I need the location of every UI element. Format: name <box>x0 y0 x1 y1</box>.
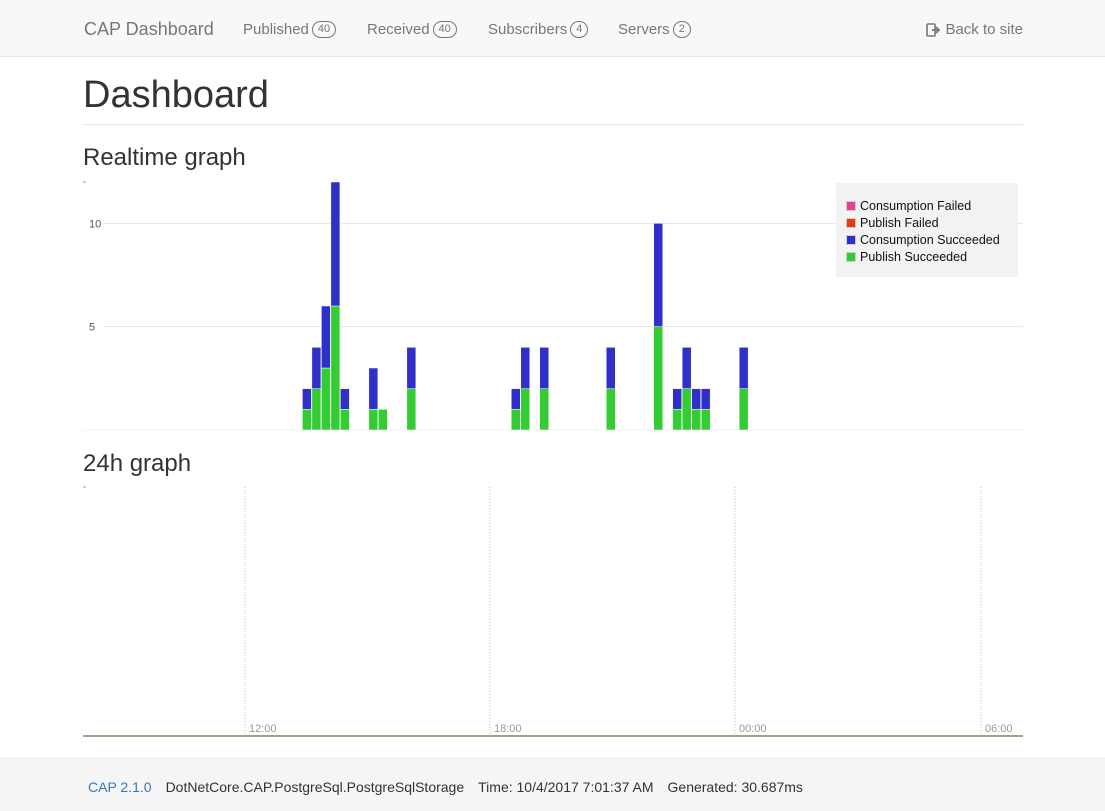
bar-segment <box>330 181 341 307</box>
count-badge: 40 <box>432 21 457 38</box>
bar-segment <box>539 388 550 431</box>
bar-segment <box>311 347 322 389</box>
storage-name: DotNetCore.CAP.PostgreSql.PostgreSqlStor… <box>165 779 465 795</box>
realtime-graph-title: Realtime graph <box>83 144 246 171</box>
realtime-chart-svg: 5 10 <box>83 181 1023 431</box>
sign-out-icon <box>926 22 941 37</box>
nav-item-received[interactable]: Received 40 <box>367 21 457 38</box>
legend-label: Consumption Succeeded <box>860 232 1000 247</box>
24h-chart-svg: 12:00 18:00 00:00 06:00 <box>83 486 1023 737</box>
bar-segment <box>302 388 312 410</box>
count-badge: 4 <box>570 21 589 38</box>
x-tick-label: 06:00 <box>985 723 1013 735</box>
bar-segment <box>520 388 531 431</box>
bar-segment <box>681 388 692 431</box>
nav-label: Servers <box>618 21 670 38</box>
title-divider <box>83 124 1023 125</box>
legend-swatch <box>846 234 856 245</box>
24h-graph-title: 24h graph <box>83 450 192 477</box>
bar-segment <box>378 409 388 431</box>
nav-label: Received <box>367 21 430 38</box>
realtime-chart: 5 10 Consumption Failed Publish Failed Co… <box>83 178 1023 433</box>
bar-segment <box>672 388 682 410</box>
legend-item: Consumption Failed <box>846 197 1008 214</box>
bar-segment <box>539 347 550 389</box>
bar-segment <box>368 409 379 431</box>
back-to-site-link[interactable]: Back to site <box>926 21 1023 38</box>
bar-segment <box>605 388 616 431</box>
legend-label: Consumption Failed <box>860 198 972 213</box>
y-tick-label: 10 <box>89 218 101 230</box>
x-tick-label: 00:00 <box>739 723 767 735</box>
bar-segment <box>653 223 663 327</box>
bar-segment <box>340 409 350 431</box>
bar-segment <box>691 409 701 431</box>
nav-item-subscribers[interactable]: Subscribers 4 <box>488 21 589 38</box>
x-tick-label: 18:00 <box>494 723 522 735</box>
legend-label: Publish Succeeded <box>860 249 968 264</box>
legend-swatch <box>846 200 856 211</box>
legend-label: Publish Failed <box>860 215 939 230</box>
count-badge: 40 <box>311 21 337 38</box>
bar-segment <box>311 388 322 431</box>
bar-segment <box>406 388 417 431</box>
nav-item-servers[interactable]: Servers 2 <box>618 21 691 38</box>
y-tick-label: 5 <box>89 322 95 334</box>
bar-segment <box>738 347 749 389</box>
bar-segment <box>321 305 331 369</box>
bar-segment <box>700 409 711 431</box>
bar-segment <box>368 367 379 410</box>
legend-item: Publish Succeeded <box>846 248 1008 265</box>
x-tick-label: 12:00 <box>249 723 277 735</box>
nav-label: Published <box>243 21 309 38</box>
legend-swatch <box>846 251 856 262</box>
version-link[interactable]: CAP 2.1.0 <box>88 779 152 795</box>
bar-segment <box>653 326 663 431</box>
back-label: Back to site <box>945 21 1023 38</box>
legend-item: Consumption Succeeded <box>846 231 1008 248</box>
legend-item: Publish Failed <box>846 214 1008 231</box>
24h-chart: 12:00 18:00 00:00 06:00 <box>83 484 1023 739</box>
bar-segment <box>406 347 417 389</box>
page-title: Dashboard <box>83 74 269 116</box>
chart-legend: Consumption Failed Publish Failed Consum… <box>836 183 1018 277</box>
bar-segment <box>302 409 312 431</box>
bar-segment <box>330 305 341 431</box>
server-time: Time: 10/4/2017 7:01:37 AM <box>478 779 654 795</box>
bar-segment <box>511 388 521 410</box>
bar-segment <box>691 388 701 410</box>
footer: CAP 2.1.0 DotNetCore.CAP.PostgreSql.Post… <box>0 757 1105 811</box>
legend-swatch <box>846 217 856 228</box>
bar-segment <box>681 347 692 389</box>
count-badge: 2 <box>672 21 691 38</box>
bar-segment <box>340 388 350 410</box>
top-navbar: CAP Dashboard Published 40 Received 40 S… <box>0 0 1105 57</box>
bar-segment <box>700 388 711 410</box>
nav-item-published[interactable]: Published 40 <box>243 21 337 38</box>
bar-segment <box>605 347 616 389</box>
bar-segment <box>321 367 331 431</box>
generated-time: Generated: 30.687ms <box>667 779 803 795</box>
brand-link[interactable]: CAP Dashboard <box>84 19 214 39</box>
bar-segment <box>520 347 531 389</box>
nav-label: Subscribers <box>488 21 568 38</box>
bar-segment <box>672 409 682 431</box>
bar-segment <box>738 388 749 431</box>
bar-segment <box>511 409 521 431</box>
